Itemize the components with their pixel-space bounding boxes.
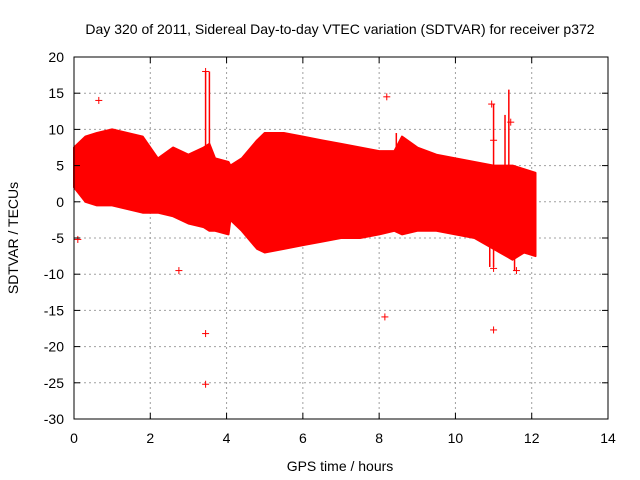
data-point [202,67,210,75]
data-point [202,380,210,388]
x-axis-label: GPS time / hours [287,458,394,474]
y-tick-label: -25 [44,375,64,391]
data-point [202,330,210,338]
y-tick-label: 20 [48,49,64,65]
data-band [73,128,537,261]
y-tick-label: 10 [48,121,64,137]
x-tick-label: 14 [600,430,616,446]
x-tick-label: 6 [299,430,307,446]
y-tick-label: -15 [44,302,64,318]
data-point [507,118,515,126]
x-tick-label: 10 [448,430,464,446]
chart-title: Day 320 of 2011, Sidereal Day-to-day VTE… [85,21,594,37]
y-tick-label: -10 [44,266,64,282]
x-tick-label: 12 [524,430,540,446]
data-point [512,267,520,275]
y-axis-label: SDTVAR / TECUs [5,182,21,294]
y-tick-labels: -30 -25 -20 -15 -10 -5 0 5 10 15 20 [44,49,64,427]
data-point [490,136,498,144]
axis-ticks [73,56,609,420]
data-point [95,96,103,104]
y-tick-label: -20 [44,339,64,355]
data-point [383,93,391,101]
data-point [488,100,496,108]
y-tick-label: 0 [56,194,64,210]
y-tick-label: -30 [44,411,64,427]
data-point [490,326,498,334]
y-tick-label: 15 [48,85,64,101]
x-tick-labels: 0 2 4 6 8 10 12 14 [70,430,616,446]
data-point [381,313,389,321]
data-point [74,235,82,243]
x-tick-label: 4 [223,430,231,446]
y-tick-label: -5 [52,230,65,246]
x-tick-label: 0 [70,430,78,446]
y-tick-label: 5 [56,158,64,174]
data-point [175,267,183,275]
x-tick-label: 2 [146,430,154,446]
x-tick-label: 8 [375,430,383,446]
plot-area [73,67,537,388]
data-point [490,264,498,272]
